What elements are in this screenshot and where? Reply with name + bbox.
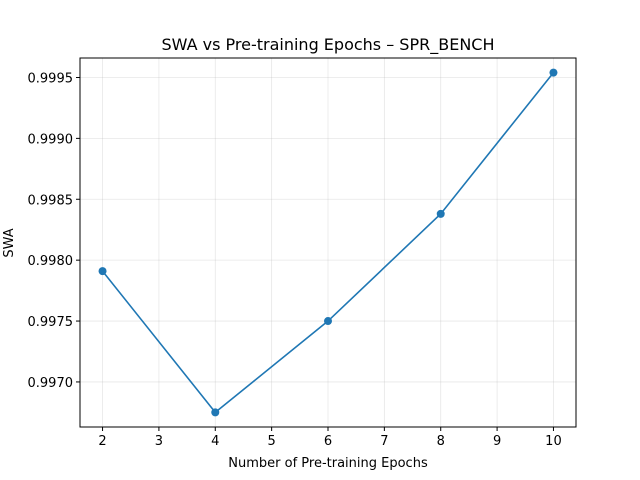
y-tick-label: 0.9985 — [28, 193, 74, 208]
x-tick-label: 6 — [324, 434, 332, 449]
series — [98, 68, 558, 417]
chart-title: SWA vs Pre-training Epochs – SPR_BENCH — [162, 35, 495, 55]
x-tick-label: 2 — [98, 434, 106, 449]
x-tick-label: 8 — [437, 434, 445, 449]
x-tick-label: 9 — [493, 434, 501, 449]
y-tick-label: 0.9995 — [28, 71, 74, 86]
y-tick-label: 0.9975 — [28, 315, 74, 330]
data-point — [324, 317, 332, 326]
x-tick-label: 3 — [155, 434, 163, 449]
y-tick-label: 0.9980 — [28, 254, 74, 269]
x-tick-label: 7 — [380, 434, 388, 449]
grid — [80, 58, 576, 427]
data-point — [98, 267, 107, 276]
y-axis-label: SWA — [2, 228, 17, 257]
data-point — [211, 408, 220, 417]
x-tick-label: 4 — [211, 434, 219, 449]
x-tick-label: 10 — [545, 434, 562, 449]
ticks: 2 3 4 5 6 7 8 9 10 0.9970 0.9975 0.9980 0.9985 0.9990… — [28, 71, 562, 449]
y-tick-label: 0.9990 — [28, 132, 74, 147]
data-point — [549, 68, 558, 77]
x-tick-label: 5 — [267, 434, 275, 449]
x-axis-label: Number of Pre-training Epochs — [228, 456, 428, 471]
data-point — [436, 209, 445, 218]
y-tick-label: 0.9970 — [28, 376, 74, 391]
